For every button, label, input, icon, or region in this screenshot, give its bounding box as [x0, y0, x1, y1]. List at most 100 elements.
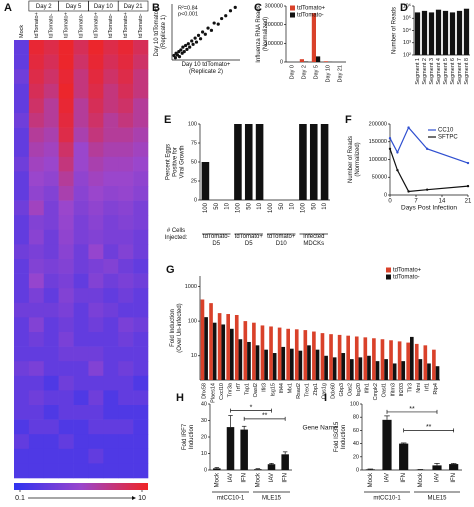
heatmap-cell	[43, 434, 59, 450]
heatmap-cell	[14, 273, 30, 289]
heatmap-cell	[14, 405, 30, 420]
panel-letter: H	[176, 392, 184, 404]
heatmap-cell	[73, 288, 89, 304]
heatmap-cell	[43, 244, 59, 260]
y-tick-label: 40	[201, 401, 207, 407]
heatmap-cell	[133, 83, 149, 99]
heatmap-cell	[58, 171, 74, 187]
heatmap-cell	[14, 244, 30, 260]
heatmap-cell	[118, 361, 134, 377]
heatmap-cell	[103, 317, 119, 333]
heatmap-cell	[43, 302, 59, 318]
x-tick-label: Isg20	[356, 383, 362, 396]
y-tick-label: 10³	[403, 40, 411, 46]
x-tick-label: Rtp4	[433, 383, 439, 395]
bar	[294, 329, 299, 380]
heatmap-cell	[118, 448, 134, 464]
bar	[324, 355, 328, 380]
heatmap-cell	[28, 127, 45, 143]
column-label: tdTomato-	[138, 13, 144, 38]
x-tick-label: Rsad2	[296, 383, 302, 399]
x-tick-label: IFN	[283, 473, 289, 483]
heatmap-cell	[103, 434, 119, 450]
bar	[217, 313, 222, 380]
y-tick-label: 100	[350, 401, 359, 407]
x-tick-label: Irf1	[425, 383, 431, 391]
x-tick-label: Ifitm3	[390, 383, 396, 396]
y-axis-label: Influenza RNA Reads	[256, 5, 262, 62]
panel-letter: A	[4, 2, 12, 14]
y-tick-label: 80	[353, 415, 359, 421]
y-axis-label: Fold Induction	[170, 309, 176, 347]
bar	[201, 162, 210, 200]
heatmap-cell	[118, 127, 134, 143]
panel-letter: B	[152, 2, 160, 14]
heatmap-cell	[103, 215, 119, 231]
x-axis-label: Day 10 tdTomato+	[182, 62, 231, 68]
heatmap-cell	[28, 375, 45, 391]
heatmap-cell	[43, 69, 59, 85]
point	[203, 32, 207, 36]
heatmap-cell	[43, 186, 59, 201]
y-tick-label: 50000	[372, 175, 387, 181]
heatmap-cell	[58, 317, 74, 333]
x-tick-label: IFN	[242, 473, 248, 483]
x-axis-label: (Replicate 2)	[189, 69, 223, 75]
legend-swatch	[386, 274, 391, 280]
heatmap-cell	[133, 98, 149, 114]
y-axis-label: Percent Eggs	[166, 144, 172, 180]
group-label: mtCC10-1	[217, 496, 245, 502]
y-axis-label: (Replicate 1)	[161, 15, 167, 49]
point	[193, 36, 197, 40]
x-tick-label: Segment 6	[450, 58, 456, 85]
heatmap-cell	[88, 390, 104, 406]
heatmap-cell	[88, 463, 104, 479]
x-tick-label: 50	[246, 202, 252, 209]
heatmap-cell	[118, 332, 134, 347]
heatmap-cell	[58, 390, 74, 406]
heatmap-cell	[28, 317, 45, 333]
bar	[234, 124, 242, 200]
point	[191, 42, 195, 46]
x-tick-label: Gbp3	[339, 383, 345, 396]
point	[407, 190, 410, 193]
bar	[320, 124, 329, 200]
x-tick-label: 21	[465, 199, 472, 205]
bar	[337, 334, 342, 380]
heatmap-cell	[133, 463, 149, 479]
y-tick-label: 10	[201, 451, 207, 457]
heatmap-cell	[28, 40, 45, 55]
heatmap-cell	[103, 113, 119, 128]
x-tick-label: Mock	[418, 472, 424, 487]
heatmap-cell	[88, 273, 104, 289]
heatmap-cell	[73, 142, 89, 158]
group-box	[117, 0, 149, 12]
heatmap-cell	[14, 302, 30, 318]
bar	[423, 345, 428, 380]
heatmap-cell	[118, 83, 134, 99]
heatmap-cell	[43, 142, 59, 158]
y-tick-label: 60	[353, 428, 359, 434]
y-axis-label: Induction	[189, 425, 195, 449]
heatmap-cell	[73, 332, 89, 347]
heatmap-cell	[133, 113, 149, 128]
x-tick-label: Tap1	[245, 383, 251, 395]
y-tick-label: 10⁴	[403, 27, 412, 34]
x-tick-label: Nmi	[416, 383, 422, 393]
heatmap-cell	[58, 346, 74, 362]
heatmap-cell	[103, 244, 119, 260]
point	[198, 37, 203, 41]
heatmap-cell	[103, 156, 119, 172]
annotation: # Cells	[167, 228, 185, 234]
heatmap-cell	[28, 346, 45, 362]
y-tick-label: 25	[191, 178, 197, 184]
heatmap-cell	[133, 434, 149, 450]
bar	[304, 61, 309, 62]
heatmap-cell	[118, 317, 134, 333]
bar	[240, 429, 248, 470]
heatmap-cell	[58, 200, 74, 216]
heatmap-cell	[103, 288, 119, 304]
y-tick-label: 10⁶	[403, 2, 411, 9]
panel-letter: E	[164, 114, 171, 126]
point	[466, 161, 470, 165]
